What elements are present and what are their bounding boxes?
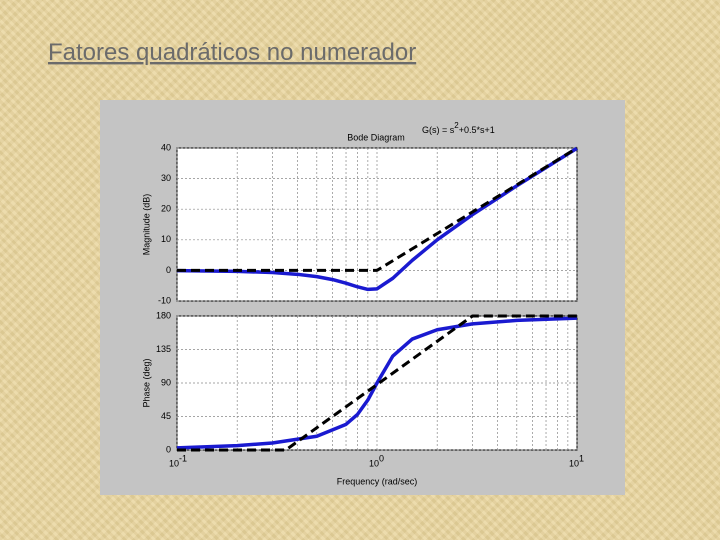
annotation-superscript: 2 [454, 121, 459, 130]
y-axis-label: Magnitude (dB) [141, 194, 151, 256]
annotation: G(s) = s2+0.5*s+1 [422, 121, 495, 135]
y-tick-label: 0 [166, 265, 171, 275]
slide-title: Fatores quadráticos no numerador [48, 39, 416, 66]
x-tick-exponent: 0 [379, 453, 384, 463]
x-tick-label: 10 [369, 458, 379, 468]
y-tick-label: 30 [161, 173, 171, 183]
y-axis-label: Phase (deg) [141, 358, 151, 407]
y-tick-label: 135 [156, 344, 171, 354]
x-tick-label: 10 [569, 458, 579, 468]
x-tick-exponent: 1 [579, 453, 584, 463]
x-tick-exponent: -1 [179, 453, 187, 463]
y-tick-label: 40 [161, 142, 171, 152]
series-line [176, 316, 578, 450]
y-tick-label: 20 [161, 204, 171, 214]
series-line [177, 146, 578, 272]
y-tick-label: -10 [158, 295, 171, 305]
x-tick-label: 10 [169, 458, 179, 468]
chart-title: Bode Diagram [347, 132, 405, 142]
y-tick-label: 45 [161, 411, 171, 421]
x-axis-label: Frequency (rad/sec) [337, 476, 418, 486]
annotation-text: +0.5*s+1 [459, 125, 495, 135]
y-tick-label: 90 [161, 377, 171, 387]
y-tick-label: 0 [166, 444, 171, 454]
series-line [176, 146, 578, 292]
annotation-text: G(s) = s [422, 125, 455, 135]
y-tick-label: 180 [156, 310, 171, 320]
y-tick-label: 10 [161, 234, 171, 244]
